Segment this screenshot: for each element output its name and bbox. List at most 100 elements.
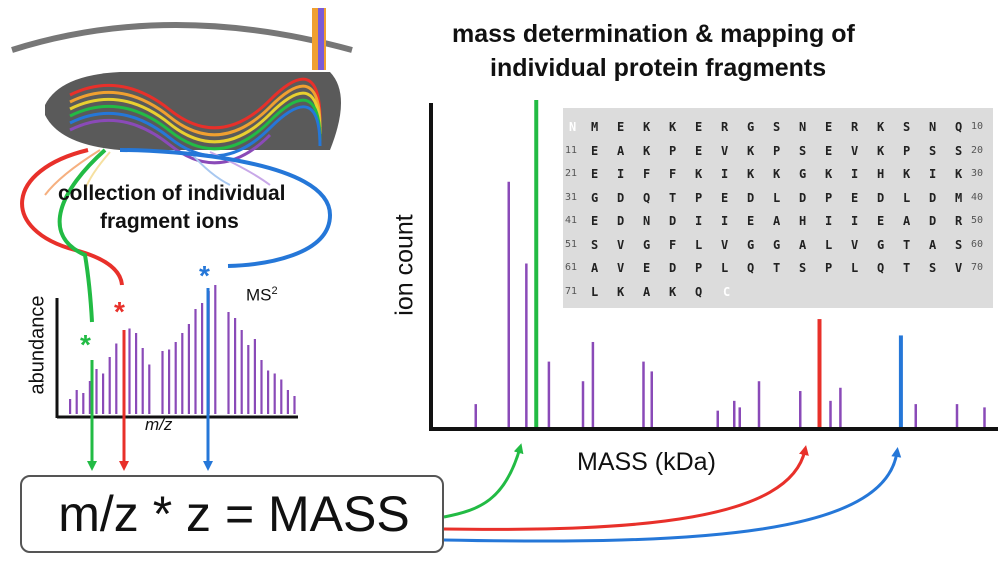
residue: T bbox=[669, 190, 677, 205]
mass-bar bbox=[716, 410, 719, 427]
residue: I bbox=[617, 167, 625, 181]
residue: K bbox=[643, 120, 651, 134]
residue: G bbox=[799, 167, 807, 181]
residue: L bbox=[695, 237, 703, 252]
residue: E bbox=[591, 143, 599, 158]
residue-start-number: 31 bbox=[565, 191, 578, 203]
residue: I bbox=[851, 167, 859, 181]
mass-bar bbox=[474, 404, 477, 427]
mass-bar bbox=[799, 391, 802, 427]
residue: F bbox=[643, 167, 651, 181]
equation-box: m/z * z = MASS bbox=[20, 475, 444, 553]
residue: T bbox=[903, 261, 911, 275]
residue: R bbox=[851, 120, 859, 134]
residue: E bbox=[591, 214, 599, 228]
protein-sequence-panel: N M E K K E R G S N E R K S N Q 10 11 E A K P E V K P S E V K P S S 20 21 E… bbox=[563, 108, 993, 308]
residue: E bbox=[851, 190, 859, 205]
residue: M bbox=[955, 190, 963, 205]
residue: S bbox=[929, 143, 937, 158]
mass-bar bbox=[829, 400, 832, 427]
residue: K bbox=[747, 143, 755, 158]
residue: P bbox=[825, 190, 833, 205]
residue: K bbox=[747, 167, 755, 181]
mass-bar bbox=[547, 361, 551, 427]
sequence-row: 41 E D N D I I E A H I I E A D R 50 bbox=[563, 210, 993, 232]
residue: K bbox=[695, 167, 703, 181]
residue: I bbox=[825, 214, 833, 228]
mass-bar bbox=[983, 407, 986, 427]
residue: L bbox=[591, 284, 599, 299]
mass-bar bbox=[525, 263, 528, 427]
residue: I bbox=[929, 167, 937, 181]
sequence-row: 71 L K A K Q C bbox=[563, 281, 993, 303]
residue: E bbox=[617, 120, 625, 134]
ms2-bar bbox=[286, 390, 289, 414]
residue: K bbox=[955, 167, 963, 181]
residue: S bbox=[903, 120, 911, 134]
ms2-bar bbox=[234, 318, 237, 414]
residue: E bbox=[695, 143, 703, 158]
c-terminus: C bbox=[723, 284, 731, 299]
residue: D bbox=[669, 214, 677, 228]
residue-start-number: 61 bbox=[565, 262, 578, 273]
residue: S bbox=[955, 237, 963, 252]
ms2-bar bbox=[227, 312, 230, 414]
residue: G bbox=[877, 237, 885, 252]
mass-y-axis-label: ion count bbox=[390, 214, 419, 316]
residue: P bbox=[903, 143, 911, 158]
residue: E bbox=[591, 167, 599, 181]
residue: V bbox=[721, 143, 729, 158]
residue: G bbox=[747, 237, 755, 252]
residue: A bbox=[799, 237, 807, 252]
residue: P bbox=[695, 261, 703, 275]
residue-end-number: 30 bbox=[971, 168, 984, 179]
residue: R bbox=[955, 214, 963, 228]
green-ion-path bbox=[57, 148, 107, 323]
residue: R bbox=[721, 120, 729, 134]
collection-label-line-1: collection of individual bbox=[58, 182, 286, 205]
mass-bar-red bbox=[817, 319, 822, 427]
ms2-bar bbox=[187, 324, 190, 414]
green-star: * bbox=[80, 329, 91, 360]
ms2-bar bbox=[88, 381, 91, 414]
residue: A bbox=[903, 214, 911, 228]
ms2-bar bbox=[168, 349, 171, 414]
residue: G bbox=[591, 190, 599, 205]
ms2-bar bbox=[293, 396, 296, 414]
mass-equation: m/z * z = MASS bbox=[58, 486, 410, 542]
residue: K bbox=[669, 120, 677, 134]
residue: D bbox=[929, 214, 937, 228]
residue: V bbox=[851, 237, 859, 252]
residue: L bbox=[851, 261, 859, 275]
mass-bar-green bbox=[534, 100, 539, 427]
residue: I bbox=[721, 214, 729, 228]
blue-curve-arrow bbox=[443, 447, 902, 543]
mass-bars bbox=[474, 100, 986, 427]
ms2-bar bbox=[69, 399, 72, 414]
collection-label-line-2: fragment ions bbox=[100, 210, 239, 233]
residue: I bbox=[695, 214, 703, 228]
residue: E bbox=[825, 120, 833, 134]
residue: S bbox=[799, 261, 807, 275]
ms2-bar bbox=[181, 333, 184, 414]
residue: Q bbox=[747, 261, 755, 275]
red-ion-path bbox=[20, 148, 124, 286]
ms2-bar bbox=[214, 285, 217, 414]
residue: E bbox=[695, 120, 703, 134]
rainbow-ion-beam-2 bbox=[318, 8, 324, 70]
ms2-bar bbox=[267, 370, 270, 414]
residue: Q bbox=[877, 261, 885, 275]
sequence-row: 61 A V E D P L Q T S P L Q T S V 70 bbox=[563, 257, 993, 279]
residue: Q bbox=[695, 284, 703, 299]
residue: D bbox=[929, 190, 937, 205]
green-curve-arrow bbox=[443, 443, 524, 519]
ms2-bar bbox=[82, 393, 85, 414]
residue-end-number: 50 bbox=[971, 215, 984, 226]
residue: A bbox=[617, 143, 625, 158]
residue-end-number: 20 bbox=[971, 144, 984, 156]
mass-bar bbox=[757, 381, 761, 427]
residue: T bbox=[773, 261, 781, 275]
residue-start-number: 51 bbox=[565, 238, 578, 250]
blue-ion-path bbox=[119, 148, 333, 268]
